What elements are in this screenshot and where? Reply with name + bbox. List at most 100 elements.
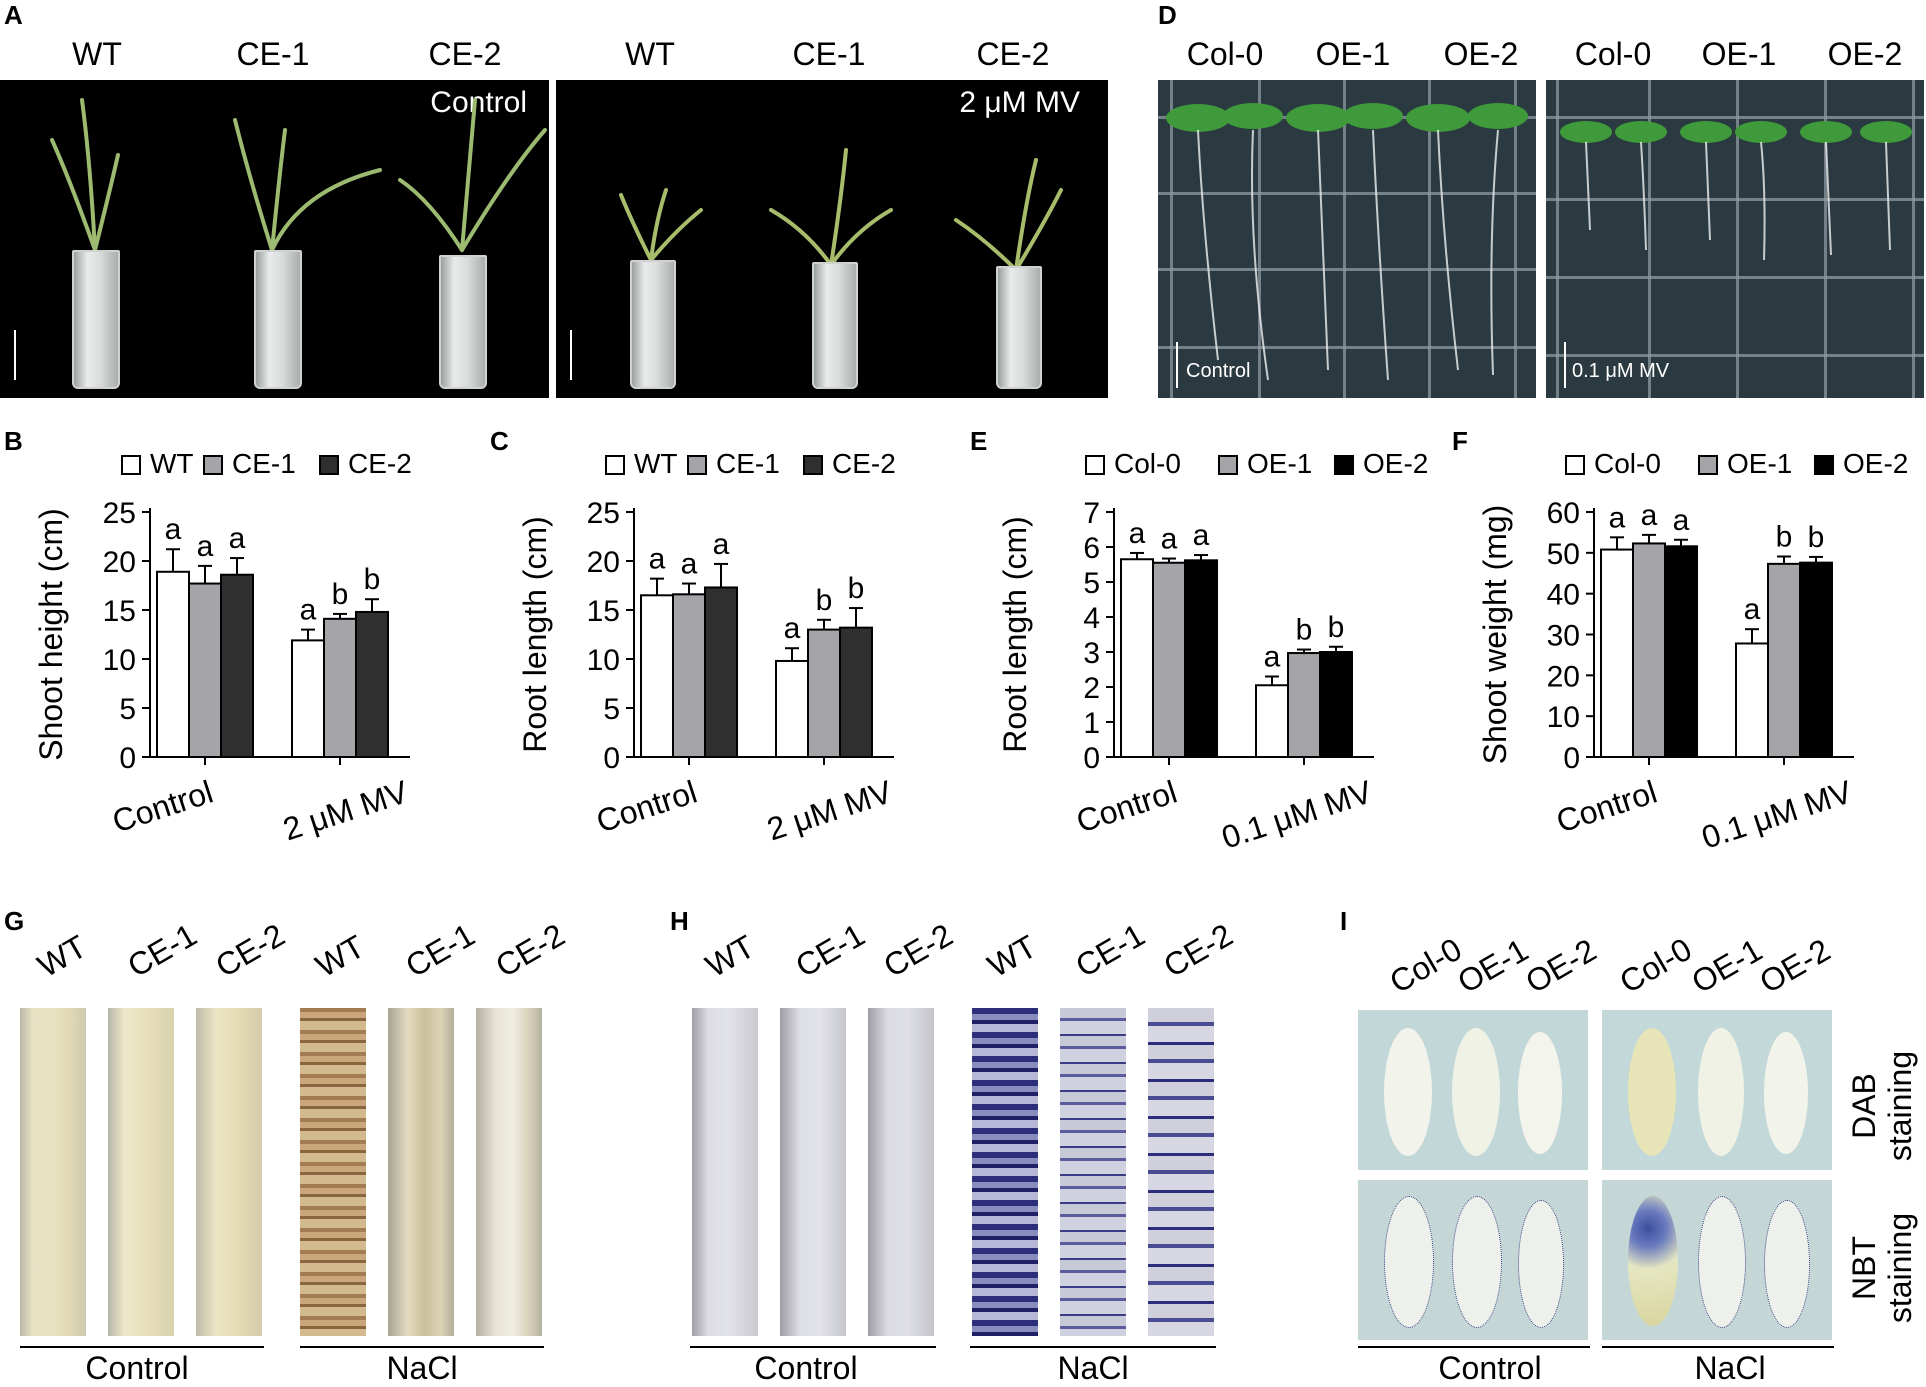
- i-nbt-nacl-photo: [1602, 1180, 1832, 1340]
- y-tick-label: 5: [603, 693, 620, 726]
- panel-a-title-ce2: CE-2: [428, 36, 502, 72]
- seedlings-mv: [619, 148, 1063, 272]
- bar: [291, 639, 325, 759]
- y-tick-label: 5: [119, 693, 136, 726]
- tube-ce1: [254, 250, 302, 389]
- significance-letter: a: [1193, 519, 1210, 552]
- panel-letter-f: F: [1452, 426, 1468, 456]
- legend-swatch: [203, 455, 223, 475]
- y-tick-label: 10: [587, 644, 620, 677]
- bar: [704, 586, 738, 758]
- significance-letter: a: [1264, 641, 1281, 674]
- bar: [640, 594, 674, 758]
- panel-d-title-col0: Col-0: [1186, 36, 1264, 72]
- bar: [1287, 652, 1321, 758]
- y-tick-label: 15: [103, 595, 136, 628]
- significance-letter: a: [649, 543, 666, 576]
- bar: [1255, 684, 1289, 758]
- i-dab-word: DAB: [1846, 1073, 1882, 1139]
- category-label: 0.1 μM MV: [1697, 773, 1857, 855]
- h-leaf-strip-ce1: [780, 1008, 846, 1336]
- panel-d-mv-plate: 0.1 μM MV: [1546, 80, 1924, 398]
- h-leaf-strip-wt-nacl: [972, 1008, 1038, 1336]
- i-nbt-row-label: NBT staining: [1846, 1208, 1918, 1328]
- i-nbt-control-photo: [1358, 1180, 1588, 1340]
- legend-swatch: [1085, 455, 1105, 475]
- h-label-ce1: CE-1: [789, 916, 871, 985]
- legend-swatch: [319, 455, 339, 475]
- i-dab-row-label: DAB staining: [1846, 1046, 1918, 1166]
- h-nacl-label: NaCl: [1057, 1350, 1129, 1386]
- g-control-underline: [20, 1346, 264, 1348]
- y-tick-label: 60: [1547, 497, 1580, 530]
- i-control-underline: [1358, 1346, 1590, 1348]
- bar: [1600, 548, 1634, 758]
- i-nacl-underline: [1602, 1346, 1834, 1348]
- scale-bar: [570, 330, 572, 380]
- y-tick-label: 15: [587, 595, 620, 628]
- bar: [1184, 559, 1218, 758]
- h-control-label: Control: [754, 1350, 858, 1386]
- panel-d-title-oe2: OE-2: [1443, 36, 1519, 72]
- significance-letter: b: [1776, 521, 1793, 554]
- category-label: Control: [592, 773, 701, 839]
- g-label-wt-nacl: WT: [309, 928, 371, 985]
- bar: [323, 617, 357, 758]
- y-tick-label: 0: [1083, 742, 1100, 775]
- bar: [1735, 642, 1769, 759]
- h-control-underline: [690, 1346, 936, 1348]
- y-tick-label: 3: [1083, 637, 1100, 670]
- arabidopsis-control: [1166, 103, 1528, 381]
- arabidopsis-mv: [1560, 121, 1912, 261]
- i-dab-nacl-photo: [1602, 1010, 1832, 1170]
- g-nacl-label: NaCl: [386, 1350, 458, 1386]
- legend-swatch: [1814, 455, 1834, 475]
- bar: [355, 610, 389, 758]
- legend-label: OE-1: [1727, 448, 1792, 479]
- y-tick-label: 50: [1547, 538, 1580, 571]
- tube-wt-mv: [630, 260, 676, 389]
- legend-label: CE-2: [348, 448, 412, 479]
- i-label-col0-nacl: Col-0: [1613, 930, 1698, 1001]
- bar: [1799, 561, 1833, 758]
- legend-label: CE-2: [832, 448, 896, 479]
- i-dab-staining-word: staining: [1882, 1050, 1918, 1162]
- significance-letter: a: [713, 528, 730, 561]
- significance-letter: a: [1744, 593, 1761, 626]
- bar: [672, 593, 706, 758]
- h-nacl-underline: [970, 1346, 1216, 1348]
- bar: [775, 659, 809, 759]
- significance-letter: a: [1641, 499, 1658, 532]
- y-axis-label: Root length (cm): [517, 516, 553, 753]
- g-leaf-strip-ce2-nacl: [476, 1008, 542, 1336]
- h-leaf-strip-ce2: [868, 1008, 934, 1336]
- significance-letter: b: [332, 578, 349, 611]
- legend-swatch: [803, 455, 823, 475]
- category-label: 2 μM MV: [279, 773, 413, 847]
- g-leaf-strip-ce2: [196, 1008, 262, 1336]
- panel-letter-g: G: [4, 906, 25, 936]
- significance-letter: a: [197, 530, 214, 563]
- tube-ce2: [439, 255, 487, 389]
- legend-swatch: [1565, 455, 1585, 475]
- y-tick-label: 6: [1083, 532, 1100, 565]
- y-tick-label: 7: [1083, 497, 1100, 530]
- y-tick-label: 4: [1083, 602, 1100, 635]
- tube-wt: [72, 250, 120, 389]
- panel-a-mv-photo: 2 μM MV: [556, 80, 1108, 398]
- panel-letter-e: E: [970, 426, 988, 456]
- panel-letter-c: C: [490, 426, 509, 456]
- y-tick-label: 10: [1547, 701, 1580, 734]
- significance-letter: b: [1296, 614, 1313, 647]
- legend-swatch: [121, 455, 141, 475]
- legend-label: CE-1: [232, 448, 296, 479]
- bar: [1767, 562, 1801, 758]
- y-tick-label: 2: [1083, 672, 1100, 705]
- y-tick-label: 25: [587, 497, 620, 530]
- significance-letter: b: [1808, 521, 1825, 554]
- i-nbt-word: NBT: [1846, 1236, 1882, 1300]
- significance-letter: b: [848, 572, 865, 605]
- legend-swatch: [1698, 455, 1718, 475]
- y-tick-label: 20: [103, 546, 136, 579]
